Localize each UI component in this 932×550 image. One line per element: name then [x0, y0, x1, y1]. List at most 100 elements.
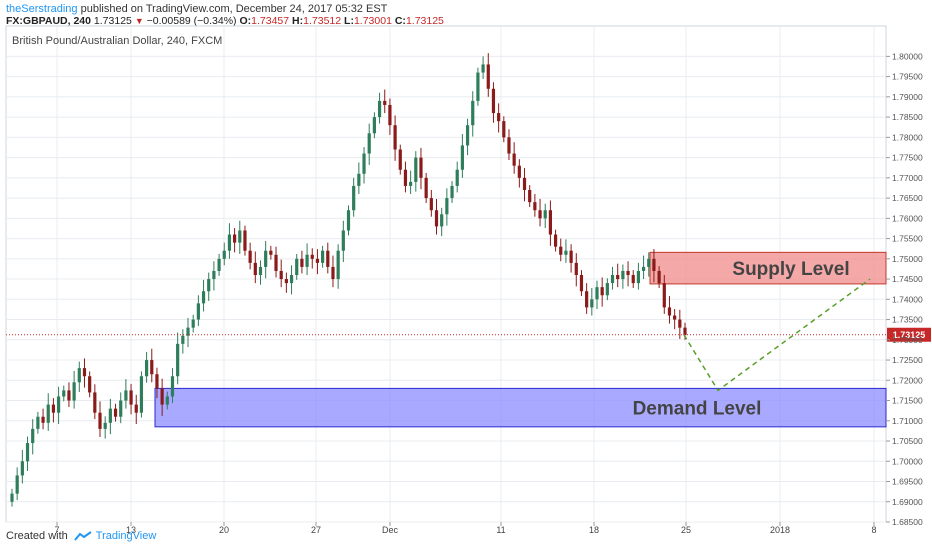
candle-body	[305, 254, 309, 267]
candle-body	[667, 307, 672, 316]
candle-body	[124, 390, 128, 401]
candle-body	[403, 169, 408, 186]
candle-body	[419, 157, 423, 178]
y-tick-label: 1.79500	[892, 72, 923, 82]
candle-body	[139, 376, 144, 413]
candle-body	[77, 368, 81, 383]
candle-body	[471, 100, 475, 126]
candle-body	[429, 198, 433, 211]
x-tick-label: 7	[54, 525, 59, 535]
candle-body	[377, 100, 382, 118]
candle-body	[217, 258, 221, 271]
candle-body	[170, 376, 175, 397]
candle-body	[497, 113, 501, 122]
candle-body	[62, 390, 66, 397]
candle-body	[119, 400, 123, 417]
published-text: published on TradingView.com, December 2…	[80, 3, 388, 15]
y-tick-label: 1.74500	[892, 274, 923, 284]
candle-body	[543, 210, 547, 219]
y-tick-label: 1.70500	[892, 436, 923, 446]
candle-body	[388, 104, 392, 126]
candle-body	[533, 202, 537, 211]
y-tick-label: 1.77500	[892, 153, 923, 163]
candle-body	[631, 275, 635, 284]
y-tick-label: 1.76000	[892, 213, 923, 223]
candle-body	[564, 250, 568, 255]
candle-body	[269, 250, 273, 255]
candle-body	[150, 360, 154, 375]
candle-body	[207, 279, 211, 292]
y-tick-label: 1.79000	[892, 92, 923, 102]
candle-body	[678, 319, 682, 328]
candle-body	[486, 64, 490, 89]
candle-body	[683, 327, 687, 335]
candle-body	[460, 145, 464, 170]
candle-body	[145, 360, 149, 377]
candle-body	[233, 234, 237, 243]
low-label: L:	[344, 15, 354, 27]
candle-body	[98, 412, 102, 429]
open-label: O:	[239, 15, 252, 27]
candle-body	[72, 382, 76, 401]
candle-body	[238, 230, 242, 243]
x-tick-label: 8	[871, 525, 876, 535]
candle-body	[393, 125, 397, 150]
candle-body	[595, 287, 599, 300]
candle-body	[507, 137, 511, 154]
candle-body	[222, 250, 226, 259]
candle-body	[176, 343, 180, 377]
axes: 1.80000 1.79500 1.79000 1.78500 1.78000 1.775…	[54, 51, 923, 535]
candle-body	[481, 64, 485, 73]
candle-body	[264, 250, 268, 267]
candle-body	[227, 234, 232, 251]
tradingview-brand: TradingView	[95, 530, 157, 542]
candle-body	[36, 416, 40, 429]
candle-body	[528, 189, 532, 203]
candle-body	[652, 258, 656, 271]
y-tick-label: 1.68500	[892, 517, 923, 527]
candle-body	[321, 250, 325, 263]
price-change: −0.00589 (−0.34%)	[146, 15, 237, 27]
candle-body	[103, 422, 107, 429]
zone-rect	[649, 251, 887, 285]
candle-body	[31, 428, 35, 444]
candle-body	[367, 133, 371, 154]
candles	[10, 53, 687, 507]
candle-body	[434, 210, 439, 227]
x-tick-label: 18	[589, 525, 599, 535]
candle-body	[274, 254, 278, 271]
candle-body	[51, 404, 56, 413]
candle-body	[186, 327, 190, 336]
candle-body	[25, 443, 30, 462]
chart-title: British Pound/Australian Dollar, 240, FX…	[12, 35, 222, 47]
last-price: 1.73125	[93, 15, 132, 27]
y-tick-label: 1.70000	[892, 456, 923, 466]
candle-body	[191, 319, 195, 328]
ohlc-bar: FX:GBPAUD, 240 1.73125 ▼ −0.00589 (−0.34…	[6, 14, 444, 28]
x-tick-label: 2018	[770, 525, 790, 535]
overlays: 1.73125	[6, 278, 931, 392]
candle-body	[585, 291, 589, 308]
y-tick-label: 1.71500	[892, 396, 923, 406]
close-value: 1.73125	[405, 15, 444, 27]
author-name[interactable]: theSerstrading	[6, 3, 78, 15]
candle-body	[88, 376, 92, 393]
y-tick-label: 1.73500	[892, 315, 923, 325]
candle-body	[82, 368, 87, 377]
zones: Supply Level Demand Level	[154, 251, 887, 428]
candle-body	[455, 169, 459, 186]
tradingview-logo[interactable]: TradingView	[73, 530, 157, 542]
candle-body	[409, 181, 413, 186]
candle-body	[336, 250, 340, 280]
candle-body	[610, 275, 615, 284]
candle-body	[450, 185, 454, 199]
symbol-label[interactable]: FX:GBPAUD, 240	[6, 15, 91, 27]
candle-body	[181, 335, 185, 344]
y-tick-label: 1.78500	[892, 112, 923, 122]
y-tick-label: 1.69000	[892, 497, 923, 507]
candle-body	[295, 258, 299, 276]
candle-body	[522, 177, 527, 190]
candle-body	[113, 408, 118, 417]
candle-body	[346, 210, 351, 231]
